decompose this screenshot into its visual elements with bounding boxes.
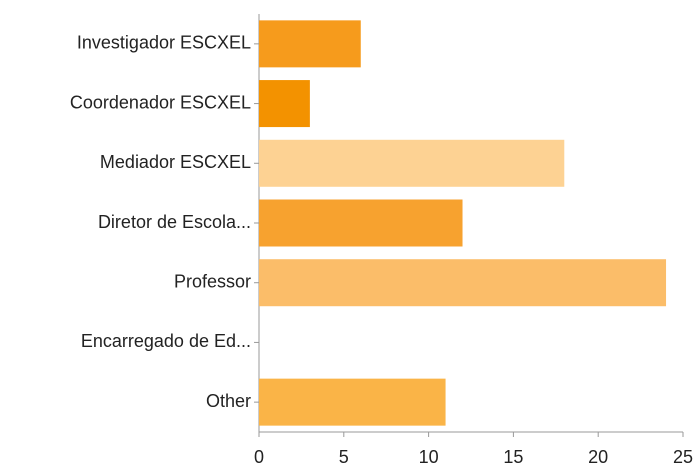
y-tick-label: Diretor de Escola... bbox=[98, 212, 251, 232]
y-tick-label: Mediador ESCXEL bbox=[100, 152, 251, 172]
bar bbox=[259, 259, 667, 307]
y-tick-label: Encarregado de Ed... bbox=[81, 331, 251, 351]
x-tick-label: 15 bbox=[503, 447, 523, 467]
x-tick-label: 20 bbox=[588, 447, 608, 467]
bar bbox=[259, 199, 463, 247]
y-tick-label: Professor bbox=[174, 271, 251, 291]
x-tick-label: 10 bbox=[419, 447, 439, 467]
x-tick-label: 5 bbox=[339, 447, 349, 467]
bar bbox=[259, 80, 310, 128]
y-tick-label: Other bbox=[206, 391, 251, 411]
bar bbox=[259, 378, 446, 426]
y-tick-label: Coordenador ESCXEL bbox=[70, 92, 251, 112]
bar bbox=[259, 139, 565, 187]
bar bbox=[259, 20, 361, 68]
x-tick-label: 0 bbox=[254, 447, 264, 467]
x-tick-label: 25 bbox=[673, 447, 693, 467]
y-tick-label: Investigador ESCXEL bbox=[77, 33, 251, 53]
